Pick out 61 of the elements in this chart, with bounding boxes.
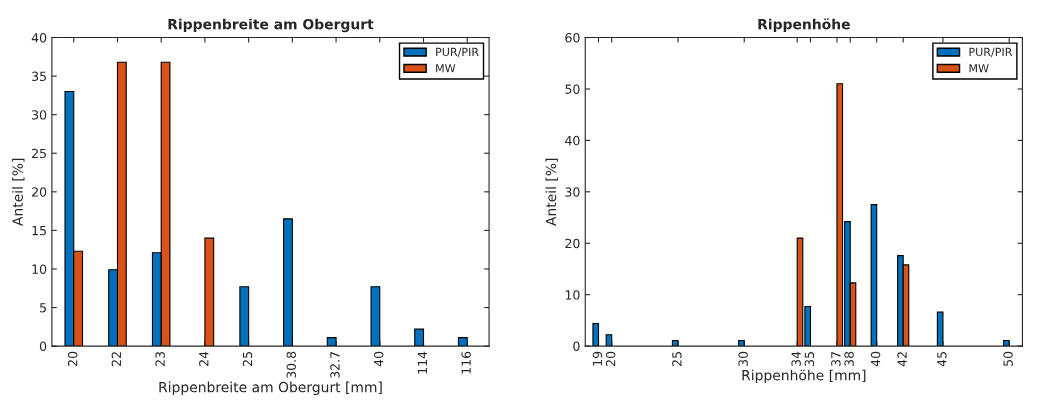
legend-label: MW (969, 64, 989, 73)
bar (283, 218, 293, 347)
y-tick-label: 20 (565, 238, 580, 249)
y-tick-label: 25 (32, 148, 46, 159)
y-tick-label: 40 (31, 33, 47, 43)
x-tick-label: 116 (461, 351, 471, 374)
bar (457, 337, 468, 347)
x-tick-label: 38 (844, 351, 854, 366)
x-tick-label: 45 (937, 352, 947, 367)
bar (870, 204, 878, 347)
y-tick-label: 0 (39, 341, 47, 352)
bar (239, 286, 250, 347)
legend-label: MW (436, 64, 456, 73)
x-tick-label: 35 (804, 352, 815, 366)
x-tick-label: 24 (199, 351, 209, 366)
y-tick-label: 35 (32, 71, 46, 82)
y-tick-label: 30 (32, 110, 47, 120)
x-tick-label: 20 (605, 351, 616, 366)
y-tick-label: 40 (565, 135, 580, 146)
bar (592, 322, 600, 347)
x-tick-label: 42 (897, 352, 907, 367)
y-axis-title: Anteil [%] (12, 158, 25, 226)
legend-label: PUR/PIR (436, 47, 479, 57)
x-tick-label: 34 (791, 351, 801, 366)
x-axis-title: Rippenbreite am Obergurt [mm] (159, 381, 382, 396)
x-tick-label: 40 (870, 351, 881, 367)
x-axis-title: Rippenhöhe [mm] (742, 369, 866, 384)
y-tick-label: 50 (565, 84, 580, 94)
x-tick-label: 30 (738, 351, 748, 366)
x-tick-label: 50 (1003, 351, 1013, 366)
bar (414, 328, 425, 347)
chart-title: Rippenbreite am Obergurt (168, 18, 374, 33)
chart-title: Rippenhöhe (758, 18, 850, 33)
x-tick-label: 32.7 (330, 352, 340, 378)
y-tick-label: 10 (32, 264, 47, 274)
bar (326, 337, 337, 347)
y-tick-label: 30 (565, 187, 580, 197)
x-tick-label: 25 (672, 352, 682, 366)
bar (936, 311, 944, 347)
x-tick-label: 22 (111, 352, 121, 366)
y-tick-label: 0 (573, 341, 580, 352)
y-tick-label: 60 (565, 33, 580, 43)
y-tick-label: 15 (32, 226, 46, 236)
bar (671, 339, 679, 347)
x-tick-label: 19 (592, 351, 603, 366)
x-tick-label: 23 (155, 351, 165, 366)
bar (370, 286, 381, 347)
bar (738, 339, 745, 347)
bar (1003, 339, 1010, 347)
x-tick-label: 37 (831, 352, 841, 366)
x-tick-label: 40 (373, 351, 384, 367)
y-tick-label: 20 (32, 187, 47, 197)
x-tick-label: 114 (417, 351, 427, 374)
legend-label: PUR/PIR (969, 47, 1013, 57)
x-tick-label: 20 (67, 351, 78, 366)
y-tick-label: 10 (565, 290, 580, 300)
y-axis-title: Anteil [%] (545, 158, 558, 226)
y-tick-label: 5 (40, 303, 46, 313)
x-tick-label: 30.8 (286, 351, 296, 378)
bar (204, 237, 215, 347)
x-tick-label: 25 (242, 352, 253, 366)
